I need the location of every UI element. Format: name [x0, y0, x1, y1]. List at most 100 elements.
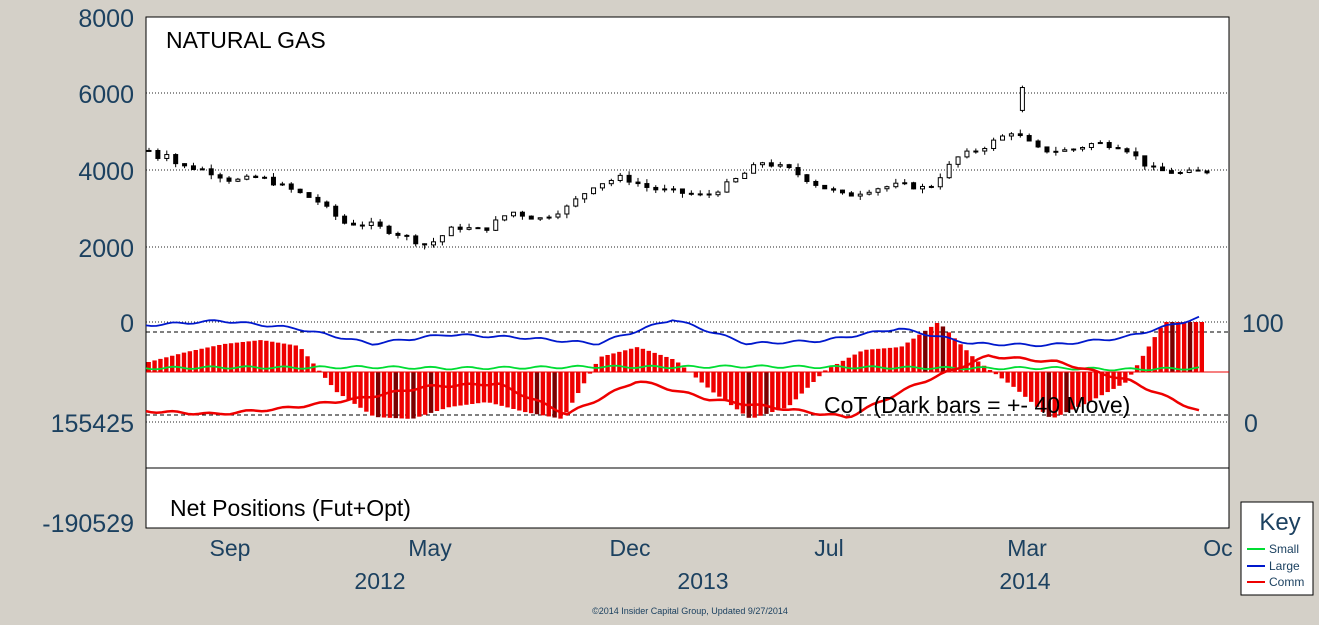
- cot-bar: [705, 372, 710, 388]
- cot-bar: [946, 332, 952, 372]
- legend-title: Key: [1259, 509, 1300, 536]
- cot-bar: [787, 372, 793, 406]
- price-candle-body: [368, 221, 374, 226]
- cot-bar: [540, 372, 546, 416]
- cot-bar: [1152, 337, 1157, 372]
- cot-bar: [523, 372, 528, 413]
- price-candle-body: [190, 165, 196, 170]
- cot-bar: [640, 348, 646, 372]
- cot-bar: [517, 372, 522, 411]
- cot-bar: [758, 372, 763, 416]
- cot-bar: [864, 349, 869, 372]
- price-candle-body: [528, 215, 534, 220]
- cot-bar: [599, 356, 604, 372]
- cot-bar: [993, 372, 999, 375]
- cot-bar: [217, 344, 222, 372]
- price-candle-body: [795, 167, 801, 176]
- cot-bar: [1176, 322, 1181, 372]
- cot-bar: [605, 354, 610, 372]
- cot-bar: [252, 340, 257, 372]
- cot-bar: [776, 372, 781, 411]
- cot-bar: [187, 351, 193, 372]
- cot-bar: [222, 343, 228, 372]
- price-candle-body: [1044, 146, 1050, 153]
- cot-bar: [228, 343, 234, 372]
- net-line-comm: [145, 354, 1200, 419]
- legend: Key Small Large Comm: [1240, 501, 1314, 596]
- price-candle-body: [502, 215, 508, 221]
- price-candle-body: [1177, 171, 1183, 174]
- cot-bar: [928, 326, 934, 372]
- price-candle-body: [839, 189, 845, 194]
- price-candle-body: [173, 154, 179, 165]
- footer-credit: ©2014 Insider Capital Group, Updated 9/2…: [592, 606, 788, 616]
- cot-bar: [1099, 372, 1104, 396]
- price-candle-body: [413, 235, 419, 245]
- cot-bar: [175, 354, 181, 372]
- cot-bar: [1129, 372, 1134, 375]
- price-candle-body: [279, 183, 285, 186]
- cot-bar: [258, 340, 263, 372]
- ytick-8000: 8000: [78, 5, 134, 33]
- cot-bar: [440, 372, 446, 410]
- cot-ytick-0: 0: [1244, 410, 1258, 438]
- cot-bar: [893, 347, 899, 372]
- cot-bar: [1111, 372, 1116, 389]
- cot-bar: [364, 372, 369, 412]
- cot-bar: [470, 372, 475, 404]
- cot-bar: [528, 372, 534, 414]
- cot-bar: [1064, 372, 1069, 413]
- price-candle-body: [599, 183, 605, 189]
- price-candle-body: [350, 222, 356, 226]
- cot-bar: [487, 372, 493, 403]
- xtick-dec: Dec: [610, 535, 651, 561]
- price-candle-body: [777, 164, 783, 167]
- price-candle-body: [955, 156, 961, 165]
- price-candle-body: [786, 164, 792, 169]
- xtick-jul: Jul: [814, 535, 843, 561]
- price-candle-body: [653, 186, 659, 191]
- cot-bar: [823, 370, 828, 372]
- price-candle-body: [555, 213, 561, 218]
- cot-bar: [1199, 322, 1204, 372]
- cot-bar: [170, 355, 175, 372]
- price-candle-body: [662, 188, 668, 191]
- price-candle-body: [377, 221, 383, 227]
- xtick-sep: Sep: [210, 535, 251, 561]
- cot-bar: [764, 372, 769, 414]
- cot-bar: [711, 372, 716, 393]
- cot-bar: [358, 372, 363, 408]
- price-candle-body: [262, 176, 268, 179]
- price-candle-body: [359, 224, 365, 227]
- price-candle-body: [706, 193, 712, 196]
- cot-bar: [323, 372, 328, 378]
- cot-bar: [211, 346, 216, 372]
- xtick-may: May: [408, 535, 452, 561]
- cot-bar: [1081, 372, 1087, 405]
- cot-bar: [652, 352, 657, 372]
- cot-bar: [905, 342, 910, 372]
- cot-bar: [770, 372, 775, 413]
- cot-bar: [1187, 322, 1193, 372]
- price-candle-body: [768, 162, 774, 167]
- price-candle-body: [422, 243, 428, 246]
- price-candle-body: [875, 188, 881, 193]
- legend-label-large: Large: [1269, 559, 1300, 573]
- cot-bar: [628, 348, 634, 372]
- cot-bar: [370, 372, 375, 416]
- cot-bar: [740, 372, 746, 414]
- cot-bar: [417, 372, 422, 417]
- price-candle-body: [848, 192, 854, 197]
- price-candle-body: [635, 181, 641, 185]
- cot-bar: [393, 372, 398, 419]
- price-candle-body: [404, 234, 410, 237]
- price-candle-body: [715, 191, 721, 196]
- cot-bar: [146, 362, 151, 372]
- price-candle-body: [671, 188, 677, 191]
- price-candle-body: [395, 232, 401, 236]
- price-candle-body: [1019, 87, 1025, 111]
- cot-bar: [246, 341, 251, 372]
- cot-bar: [1017, 372, 1022, 392]
- price-candle-body: [857, 193, 863, 197]
